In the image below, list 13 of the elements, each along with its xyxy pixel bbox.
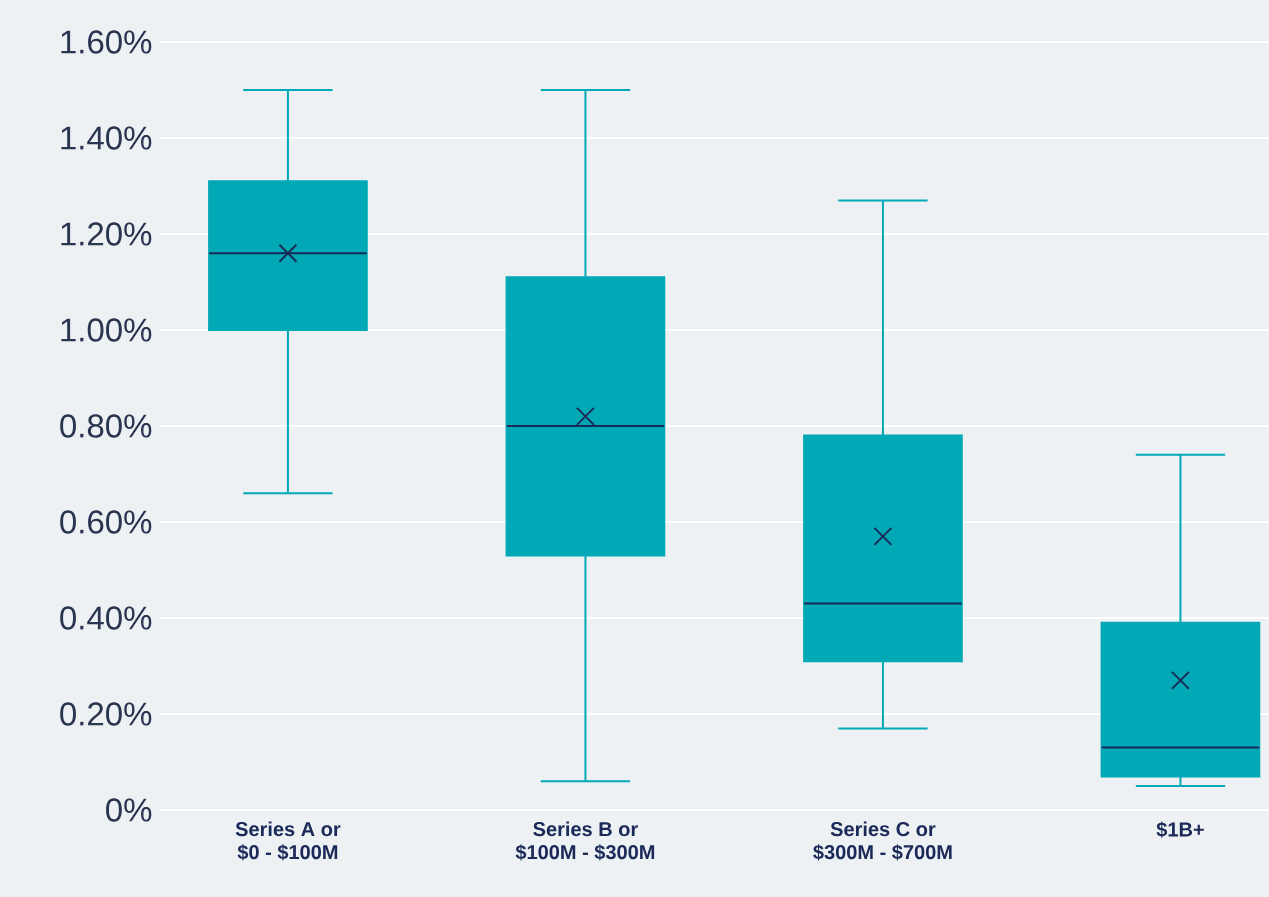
x-tick-label: Series B or $100M - $300M <box>515 821 655 861</box>
x-tick-label: $1B+ <box>1156 821 1204 838</box>
x-tick-label: Series A or $0 - $100M <box>235 821 341 861</box>
y-tick-label: 0.80% <box>60 414 152 438</box>
y-tick-label: 0.20% <box>60 702 152 726</box>
y-tick-label: 0.40% <box>60 606 152 630</box>
y-tick-label: 1.40% <box>61 126 152 150</box>
y-tick-label: 1.60% <box>61 30 152 54</box>
y-tick-label: 1.20% <box>61 222 152 246</box>
y-tick-label: 0% <box>106 798 152 822</box>
x-tick-label: Series C or $300M - $700M <box>813 821 952 861</box>
y-tick-label: 0.60% <box>60 510 152 534</box>
y-tick-label: 1.00% <box>61 318 152 342</box>
